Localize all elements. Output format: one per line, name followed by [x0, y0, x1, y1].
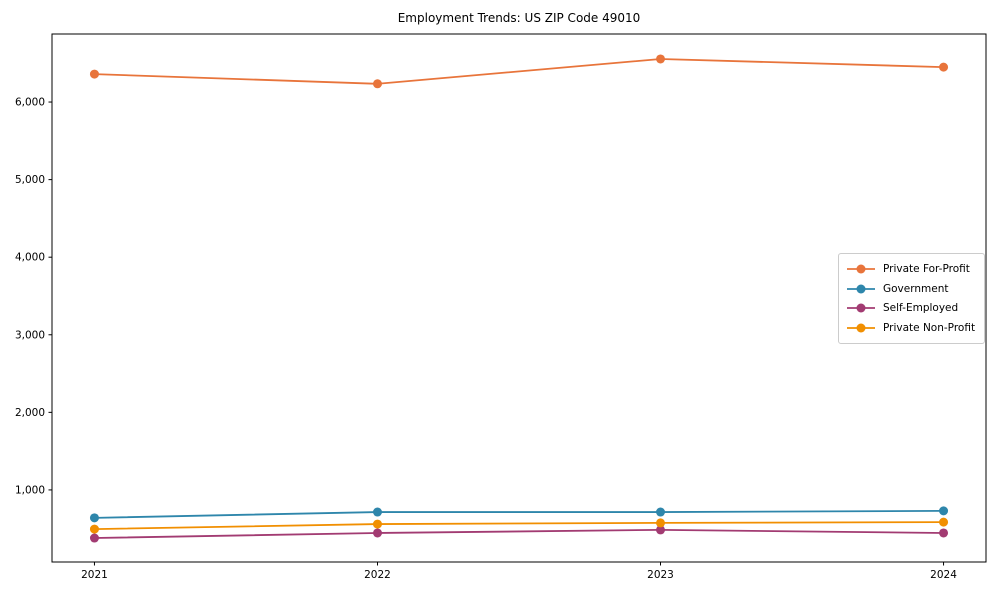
- data-point-government: [939, 506, 949, 516]
- legend-label: Government: [883, 282, 949, 295]
- data-point-self-employed: [939, 528, 949, 538]
- legend-label: Self-Employed: [883, 302, 959, 315]
- data-point-private-for-profit: [372, 79, 382, 89]
- legend-marker-icon: [847, 264, 875, 274]
- data-point-private-for-profit: [939, 62, 949, 72]
- legend-item-private-non-profit: Private Non-Profit: [846, 319, 977, 337]
- legend-item-self-employed: Self-Employed: [846, 299, 977, 317]
- data-point-private-non-profit: [89, 524, 99, 534]
- x-tick-label: 2021: [81, 569, 108, 581]
- legend-label: Private Non-Profit: [883, 322, 976, 335]
- data-point-government: [89, 513, 99, 523]
- legend-marker-icon: [847, 303, 875, 313]
- x-tick-label: 2023: [647, 569, 674, 581]
- legend-item-private-for-profit: Private For-Profit: [846, 260, 977, 278]
- data-point-private-for-profit: [656, 54, 666, 64]
- data-point-government: [372, 507, 382, 517]
- legend-label: Private For-Profit: [883, 262, 970, 275]
- series-line-government: [94, 509, 944, 519]
- axes-spines: [51, 33, 987, 563]
- y-tick-label: 6,000: [15, 97, 45, 109]
- data-point-private-for-profit: [89, 69, 99, 79]
- y-tick-label: 4,000: [15, 252, 45, 264]
- series-line-private-non-profit: [94, 521, 944, 531]
- y-tick-label: 1,000: [15, 484, 45, 496]
- data-point-private-non-profit: [656, 518, 666, 528]
- chart-title: Employment Trends: US ZIP Code 49010: [397, 11, 641, 25]
- y-tick-label: 5,000: [15, 174, 45, 186]
- series-line-private-for-profit: [94, 58, 944, 85]
- legend-marker-icon: [847, 284, 875, 294]
- data-point-self-employed: [89, 533, 99, 543]
- data-point-self-employed: [656, 525, 666, 535]
- data-point-private-non-profit: [372, 519, 382, 529]
- x-tick-label: 2024: [930, 569, 957, 581]
- legend: Private For-Profit Government Self-Emplo…: [838, 253, 985, 344]
- y-tick-label: 2,000: [15, 407, 45, 419]
- data-point-self-employed: [372, 528, 382, 538]
- data-point-government: [656, 507, 666, 517]
- series-line-self-employed: [94, 528, 944, 539]
- x-tick-label: 2022: [364, 569, 391, 581]
- legend-item-government: Government: [846, 280, 977, 298]
- legend-marker-icon: [847, 323, 875, 333]
- y-tick-label: 3,000: [15, 329, 45, 341]
- data-point-private-non-profit: [939, 517, 949, 527]
